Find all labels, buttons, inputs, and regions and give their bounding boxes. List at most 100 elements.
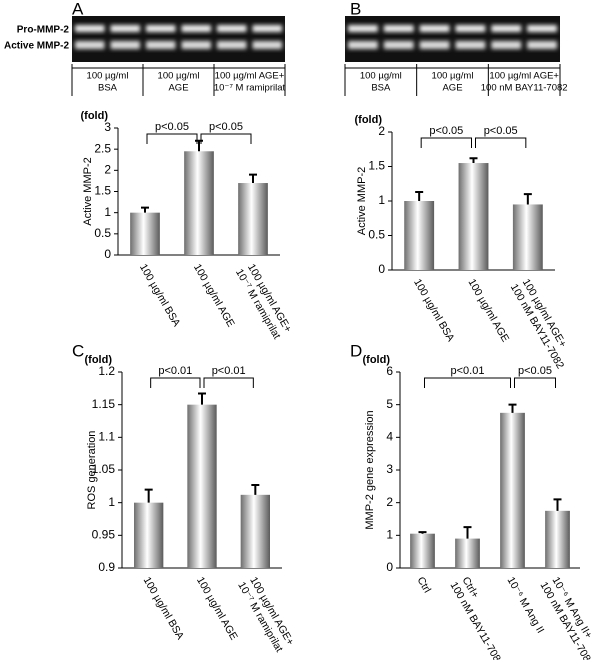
y-axis-label: ROS generation bbox=[86, 431, 98, 510]
bar bbox=[404, 201, 435, 270]
significance-bracket bbox=[420, 137, 472, 148]
y-tick-label: 1.2 bbox=[98, 364, 115, 378]
significance-label: p<0.01 bbox=[451, 365, 485, 377]
unit-label: (fold) bbox=[363, 354, 391, 366]
blot-band bbox=[491, 41, 522, 49]
significance-label: p<0.05 bbox=[429, 125, 463, 137]
error-bar bbox=[508, 403, 517, 413]
error-bar bbox=[415, 191, 424, 201]
lane-label: 100 µg/ml AGE+ bbox=[489, 71, 559, 82]
panel-letter: D bbox=[350, 341, 362, 360]
x-tick-label: 100 µg/ml AGE bbox=[194, 575, 240, 642]
error-bar bbox=[195, 139, 203, 152]
significance-label: p<0.05 bbox=[155, 121, 189, 133]
error-bar bbox=[469, 157, 478, 164]
bar bbox=[410, 533, 435, 568]
y-tick-label: 3 bbox=[104, 120, 111, 134]
y-tick-label: 0 bbox=[104, 247, 111, 261]
bar bbox=[238, 183, 268, 255]
y-tick-label: 0.5 bbox=[368, 228, 385, 242]
blot-image bbox=[345, 16, 560, 62]
x-tick-label: 100 µg/ml BSA bbox=[411, 277, 457, 344]
blot-band bbox=[491, 25, 522, 32]
error-bar bbox=[553, 498, 562, 511]
y-tick-label: 5 bbox=[386, 397, 393, 411]
x-tick-label: 100 µg/ml BSA bbox=[137, 262, 183, 329]
significance-bracket bbox=[514, 377, 556, 388]
lane-label: 100 µg/ml bbox=[432, 71, 474, 82]
significance-bracket bbox=[203, 377, 254, 388]
y-tick-label: 0 bbox=[386, 560, 393, 574]
y-tick-label: 3 bbox=[386, 462, 393, 476]
y-tick-label: 1.5 bbox=[368, 159, 385, 173]
y-tick-label: 1 bbox=[378, 193, 385, 207]
blot-band bbox=[217, 25, 247, 32]
significance-bracket bbox=[475, 137, 527, 148]
lane-label: AGE bbox=[168, 83, 188, 94]
y-tick-label: 0.95 bbox=[92, 528, 116, 542]
blot-band bbox=[146, 41, 176, 49]
y-tick-label: 1.15 bbox=[92, 397, 116, 411]
blot-band bbox=[455, 41, 486, 49]
error-bar bbox=[144, 488, 153, 503]
error-bar bbox=[198, 392, 206, 405]
lane-label: 100 nM BAY11-7082 bbox=[481, 83, 568, 94]
unit-label: (fold) bbox=[85, 354, 113, 366]
x-tick-label: Ctrl bbox=[414, 575, 433, 595]
y-tick-label: 4 bbox=[386, 430, 393, 444]
blot-band bbox=[348, 41, 378, 49]
blot-band bbox=[110, 41, 140, 49]
lane-label: 100 µg/ml AGE+ bbox=[215, 71, 285, 82]
blot-band bbox=[146, 25, 176, 32]
y-tick-label: 6 bbox=[386, 364, 393, 378]
y-tick-label: 2 bbox=[386, 495, 393, 509]
blot-band bbox=[527, 25, 557, 32]
bar bbox=[458, 163, 489, 270]
lane-label: BSA bbox=[98, 83, 118, 94]
error-bar bbox=[141, 206, 149, 213]
significance-bracket bbox=[150, 377, 201, 388]
x-tick-label: 100 µg/ml BSA bbox=[141, 575, 187, 642]
panel-letter: C bbox=[72, 341, 84, 360]
significance-label: p<0.05 bbox=[209, 121, 243, 133]
x-tick-label: 100 µg/ml AGE bbox=[191, 262, 237, 329]
significance-bracket bbox=[424, 377, 511, 388]
blot-band bbox=[252, 25, 282, 32]
error-bar bbox=[418, 531, 427, 534]
lane-label: 100 µg/ml bbox=[158, 71, 200, 82]
y-tick-label: 1.05 bbox=[92, 462, 116, 476]
y-tick-label: 0.5 bbox=[94, 226, 111, 240]
panel-letter: B bbox=[350, 0, 361, 18]
blot-band bbox=[383, 41, 414, 49]
y-axis-label: Active MMP-2 bbox=[82, 157, 94, 225]
significance-label: p<0.01 bbox=[212, 365, 246, 377]
error-bar bbox=[251, 484, 260, 495]
blot-band bbox=[217, 41, 247, 49]
blot-band bbox=[181, 41, 211, 49]
bar bbox=[500, 412, 525, 568]
blot-band bbox=[419, 25, 450, 32]
bar bbox=[134, 502, 164, 568]
bar bbox=[512, 204, 543, 270]
unit-label: (fold) bbox=[355, 114, 383, 126]
bar bbox=[130, 212, 160, 255]
unit-label: (fold) bbox=[81, 110, 109, 122]
blot-band bbox=[110, 25, 140, 32]
y-tick-label: 0 bbox=[378, 262, 385, 276]
lane-label: BSA bbox=[371, 83, 391, 94]
significance-label: p<0.01 bbox=[158, 365, 192, 377]
bar bbox=[545, 510, 570, 568]
significance-bracket bbox=[146, 133, 198, 144]
bar bbox=[455, 538, 480, 568]
band-label: Active MMP-2 bbox=[4, 41, 69, 52]
x-tick-label: 100 µg/ml AGE bbox=[465, 277, 511, 344]
bar bbox=[184, 151, 214, 255]
y-tick-label: 1 bbox=[386, 528, 393, 542]
error-bar bbox=[249, 173, 257, 184]
y-tick-label: 2 bbox=[378, 124, 385, 138]
band-label: Pro-MMP-2 bbox=[17, 25, 70, 36]
significance-bracket bbox=[200, 133, 252, 144]
y-tick-label: 1.5 bbox=[94, 184, 111, 198]
y-tick-label: 2.5 bbox=[94, 141, 111, 155]
